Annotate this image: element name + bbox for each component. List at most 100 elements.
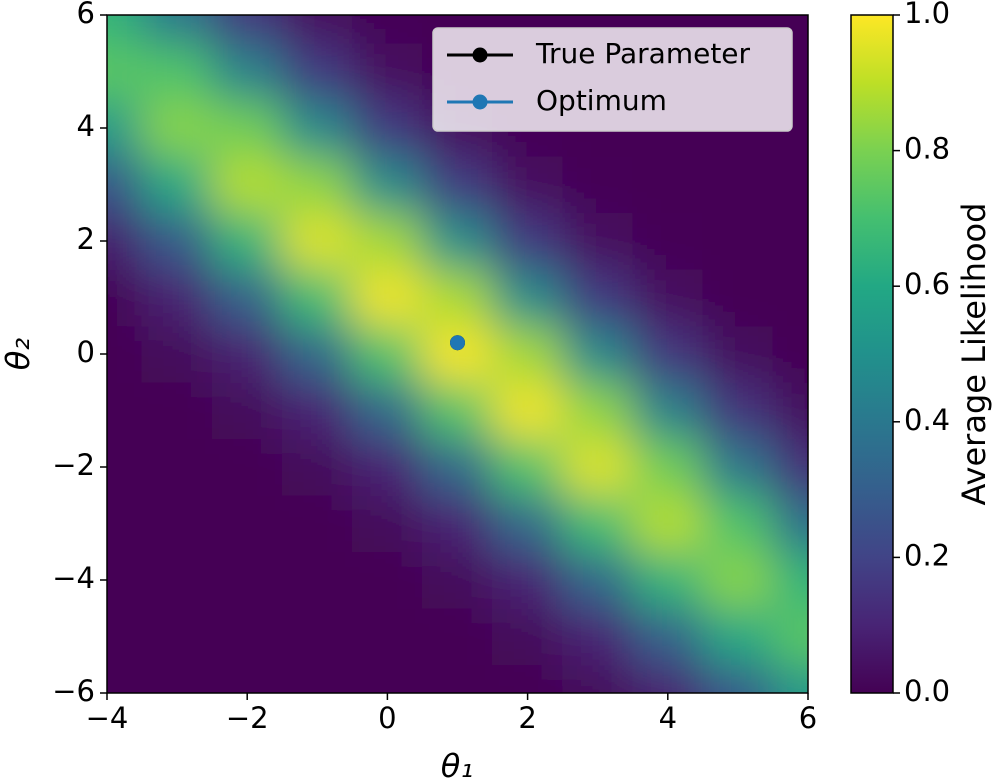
heatmap-cell <box>702 268 774 327</box>
heatmap-cell <box>141 155 213 214</box>
heatmap-cell <box>141 551 213 609</box>
heatmap-cell <box>772 438 808 496</box>
heatmap-cell <box>141 381 213 440</box>
heatmap-cell <box>562 664 634 693</box>
heatmap-cell <box>492 551 564 609</box>
heatmap-cell <box>492 155 564 214</box>
colorbar-label: Average Likelihood <box>955 203 993 506</box>
heatmap-cell <box>632 325 704 383</box>
heatmap-cell <box>107 42 143 101</box>
heatmap-cell <box>492 381 564 440</box>
heatmap-cell <box>107 494 143 553</box>
heatmap-cell <box>141 268 213 327</box>
colorbar <box>850 14 894 694</box>
heatmap-cell <box>211 607 283 666</box>
heatmap-cell <box>492 664 564 693</box>
heatmap-cell <box>492 607 564 666</box>
heatmap-cell <box>351 325 423 383</box>
heatmap-cell <box>281 607 353 666</box>
heatmap-cell <box>492 212 564 270</box>
heatmap-cell <box>772 494 808 553</box>
heatmap-cell <box>107 155 143 214</box>
heatmap-cell <box>351 15 423 44</box>
heatmap-cell <box>702 607 774 666</box>
heatmap-cell <box>141 494 213 553</box>
heatmap-cell <box>421 155 494 214</box>
heatmap-cell <box>421 268 494 327</box>
legend-marker <box>472 47 488 63</box>
heatmap-cell <box>107 438 143 496</box>
heatmap-cell <box>141 325 213 383</box>
heatmap-cell <box>421 325 494 383</box>
x-tick-label: −4 <box>86 701 129 735</box>
heatmap-cell <box>107 212 143 270</box>
x-tick-label: 6 <box>799 701 817 735</box>
heatmap-cell <box>211 664 283 693</box>
heatmap-cell <box>632 381 704 440</box>
heatmap-cell <box>632 664 704 693</box>
heatmap-cell <box>632 438 704 496</box>
colorbar-tick-label: 1.0 <box>904 0 950 30</box>
heatmap-cell <box>141 664 213 693</box>
heatmap-cell <box>281 42 353 101</box>
legend-label: Optimum <box>536 84 667 117</box>
colorbar-tick-label: 0.4 <box>904 403 950 437</box>
heatmap-cell <box>281 99 353 157</box>
heatmap-cell <box>421 494 494 553</box>
heatmap-cell <box>141 15 213 44</box>
y-tick-label: 2 <box>77 222 95 256</box>
heatmap-cell <box>632 155 704 214</box>
x-tick-label: 0 <box>378 701 396 735</box>
heatmap-cell <box>211 99 283 157</box>
heatmap-cell <box>421 212 494 270</box>
heatmap-cell <box>772 381 808 440</box>
heatmap-cell <box>772 268 808 327</box>
heatmap-cell <box>772 551 808 609</box>
colorbar-tick-label: 0.2 <box>904 538 950 572</box>
heatmap-cell <box>107 268 143 327</box>
heatmap-cell <box>562 381 634 440</box>
heatmap-cell <box>772 607 808 666</box>
heatmap-cell <box>351 381 423 440</box>
heatmap-cell <box>492 438 564 496</box>
heatmap-cell <box>702 212 774 270</box>
heatmap-cell <box>211 551 283 609</box>
heatmap-cell <box>702 551 774 609</box>
heatmap-cell <box>281 212 353 270</box>
heatmap-cell <box>421 381 494 440</box>
legend-entries: True Parameter Optimum <box>447 37 751 117</box>
y-tick-label: −2 <box>52 448 95 482</box>
heatmap-cell <box>211 42 283 101</box>
heatmap-cell <box>107 15 143 44</box>
x-tick-label: −2 <box>226 701 269 735</box>
heatmap-cell <box>562 212 634 270</box>
heatmap-cell <box>702 438 774 496</box>
heatmap-cell <box>772 325 808 383</box>
heatmap-cell <box>107 99 143 157</box>
y-tick-label: −6 <box>52 674 95 708</box>
heatmap-cell <box>772 212 808 270</box>
heatmap-cell <box>421 664 494 693</box>
heatmap-cell <box>351 494 423 553</box>
heatmap-cell <box>281 155 353 214</box>
heatmap-cell <box>281 551 353 609</box>
heatmap-cell <box>351 664 423 693</box>
heatmap-cell <box>632 268 704 327</box>
legend-label: True Parameter <box>535 37 751 70</box>
y-axis-label: θ₂ <box>0 338 37 371</box>
colorbar-tick-label: 0.6 <box>904 267 950 301</box>
legend <box>432 27 793 132</box>
heatmap-cell <box>702 664 774 693</box>
heatmap-cell <box>281 664 353 693</box>
heatmap-cell <box>351 212 423 270</box>
heatmap-cell <box>141 438 213 496</box>
heatmap-cell <box>492 494 564 553</box>
heatmap-cell <box>351 268 423 327</box>
heatmap-cell <box>421 438 494 496</box>
heatmap-cell <box>772 155 808 214</box>
markers <box>450 335 465 351</box>
heatmap-cell <box>281 438 353 496</box>
heatmap-cell <box>351 551 423 609</box>
y-tick-label: 0 <box>77 335 95 369</box>
